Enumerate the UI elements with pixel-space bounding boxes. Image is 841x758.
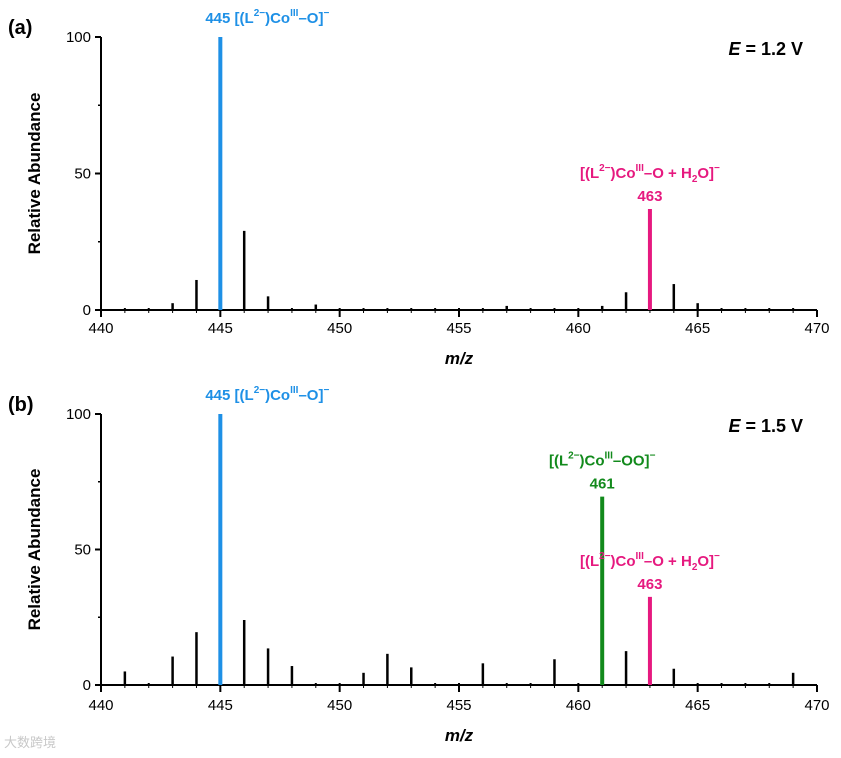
x-tick-label: 470 (804, 697, 829, 714)
y-axis-title: Relative Abundance (25, 469, 44, 631)
x-tick-label: 450 (327, 320, 352, 337)
y-tick-label: 100 (66, 29, 91, 46)
panel-label: (b) (8, 394, 34, 416)
x-tick-label: 445 (208, 697, 233, 714)
peak-annotation-445: 445 [(L2−)CoIII–O]− (205, 385, 329, 404)
y-axis-title: Relative Abundance (25, 93, 44, 255)
x-tick-label: 465 (685, 320, 710, 337)
y-tick-label: 0 (83, 302, 91, 319)
y-tick-label: 0 (83, 677, 91, 694)
panel-a: (a) 0 50 100 440 445 450 455 460 465 470 m/z Relativ… (8, 8, 830, 368)
voltage-condition: E = 1.2 V (728, 39, 803, 59)
peak-formula-463: [(L2−)CoIII–O + H2O]− (580, 163, 720, 185)
peak-formula-461: [(L2−)CoIII–OO]− (549, 451, 656, 470)
peak-number-463: 463 (637, 188, 662, 205)
peak-number-461: 461 (590, 476, 615, 493)
y-tick-label: 100 (66, 406, 91, 423)
x-tick-label: 440 (88, 320, 113, 337)
panel-b: (b) 0 50 100 440 445 450 455 460 465 470 m/z Relativ… (8, 385, 830, 745)
x-tick-label: 455 (446, 320, 471, 337)
y-tick-label: 50 (74, 166, 91, 183)
x-axis-title: m/z (445, 349, 474, 368)
voltage-condition: E = 1.5 V (728, 416, 803, 436)
x-tick-label: 460 (566, 320, 591, 337)
peak-number-463: 463 (637, 576, 662, 593)
y-tick-label: 50 (74, 542, 91, 559)
watermark: 大数跨境 (4, 735, 57, 750)
x-axis-title: m/z (445, 726, 474, 745)
x-tick-label: 460 (566, 697, 591, 714)
x-tick-label: 465 (685, 697, 710, 714)
peak-formula-463: [(L2−)CoIII–O + H2O]− (580, 551, 720, 573)
panel-label: (a) (8, 17, 32, 39)
peak-annotation-445: 445 [(L2−)CoIII–O]− (205, 8, 329, 27)
x-tick-label: 470 (804, 320, 829, 337)
x-tick-label: 455 (446, 697, 471, 714)
x-tick-label: 450 (327, 697, 352, 714)
x-tick-label: 445 (208, 320, 233, 337)
x-tick-label: 440 (88, 697, 113, 714)
